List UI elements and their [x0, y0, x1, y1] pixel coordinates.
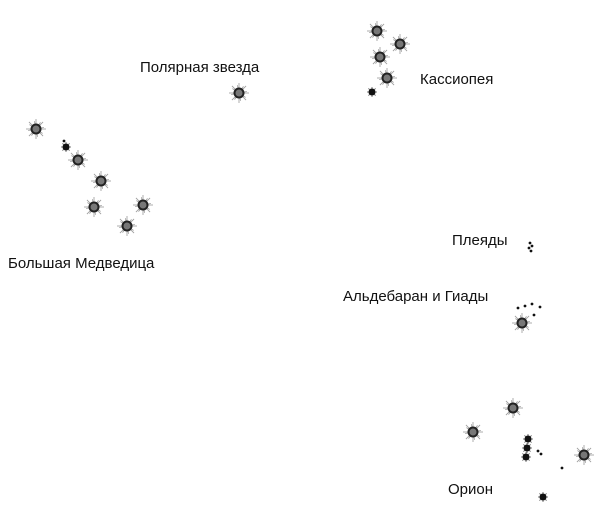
star-cassiopeia [367, 21, 387, 41]
label-big-dipper: Большая Медведица [8, 255, 155, 272]
label-orion: Орион [448, 481, 494, 498]
star-cassiopeia [390, 34, 410, 54]
star-cassiopeia [377, 68, 397, 88]
label-polaris: Полярная звезда [140, 59, 260, 76]
star-orion [503, 398, 523, 418]
label-pleiades: Плеяды [452, 232, 508, 249]
star-orion [522, 443, 532, 453]
star-big-dipper [133, 195, 153, 215]
star-orion [538, 492, 548, 502]
star-orion [560, 466, 564, 470]
star-orion [523, 434, 533, 444]
star-big-dipper [61, 142, 71, 152]
star-pleiades [529, 249, 533, 253]
star-pleiades [530, 244, 534, 248]
star-pleiades [528, 241, 532, 245]
star-hyades [530, 302, 534, 306]
star-hyades [516, 306, 520, 310]
star-orion [536, 449, 540, 453]
star-pleiades [527, 246, 531, 250]
star-orion [521, 452, 531, 462]
star-hyades [512, 313, 532, 333]
star-cassiopeia [367, 87, 377, 97]
label-cassiopeia: Кассиопея [420, 71, 494, 88]
star-polaris [229, 83, 249, 103]
star-cassiopeia [370, 47, 390, 67]
label-hyades: Альдебаран и Гиады [343, 288, 489, 305]
star-big-dipper [84, 197, 104, 217]
star-big-dipper [91, 171, 111, 191]
star-big-dipper [62, 139, 66, 143]
star-orion [539, 452, 543, 456]
star-big-dipper [117, 216, 137, 236]
star-big-dipper [68, 150, 88, 170]
star-hyades [523, 304, 527, 308]
star-big-dipper [26, 119, 46, 139]
star-orion [463, 422, 483, 442]
star-orion [574, 445, 594, 465]
star-hyades [538, 305, 542, 309]
star-hyades [532, 313, 536, 317]
